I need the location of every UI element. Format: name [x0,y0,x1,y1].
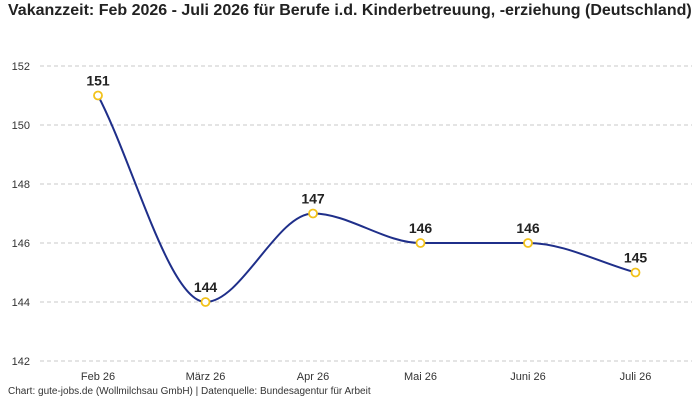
y-tick-label: 144 [12,297,30,309]
x-tick-label: Juli 26 [620,371,652,383]
data-label: 151 [86,73,110,89]
data-points [93,90,641,307]
data-point [415,238,426,248]
y-tick-label: 146 [12,238,30,250]
data-point [630,267,641,278]
data-label: 147 [301,191,325,207]
y-axis: 142 144 146 148 150 152 [12,61,30,368]
y-tick-label: 148 [12,179,30,191]
chart-title: Vakanzzeit: Feb 2026 - Juli 2026 für Ber… [8,2,692,19]
data-label: 144 [194,279,218,295]
grid-lines [40,65,692,362]
data-point [93,90,103,101]
x-tick-label: Feb 26 [81,371,115,383]
data-point [308,208,318,219]
x-tick-label: März 26 [186,371,226,383]
x-tick-label: Juni 26 [510,371,545,383]
data-label: 146 [409,220,433,236]
data-label: 145 [624,250,648,266]
x-axis: Feb 26 März 26 Apr 26 Mai 26 Juni 26 Juli 26 [81,371,652,383]
data-label: 146 [516,220,540,236]
data-labels: 151 144 147 146 146 145 [86,73,647,296]
y-tick-label: 142 [12,356,30,368]
x-tick-label: Apr 26 [297,371,329,383]
series-line [97,95,636,304]
x-tick-label: Mai 26 [404,371,437,383]
y-tick-label: 152 [12,61,30,73]
chart-footer: Chart: gute-jobs.de (Wollmilchsau GmbH) … [8,386,371,397]
data-point [200,297,211,307]
data-point [523,238,533,248]
y-tick-label: 150 [12,120,30,132]
